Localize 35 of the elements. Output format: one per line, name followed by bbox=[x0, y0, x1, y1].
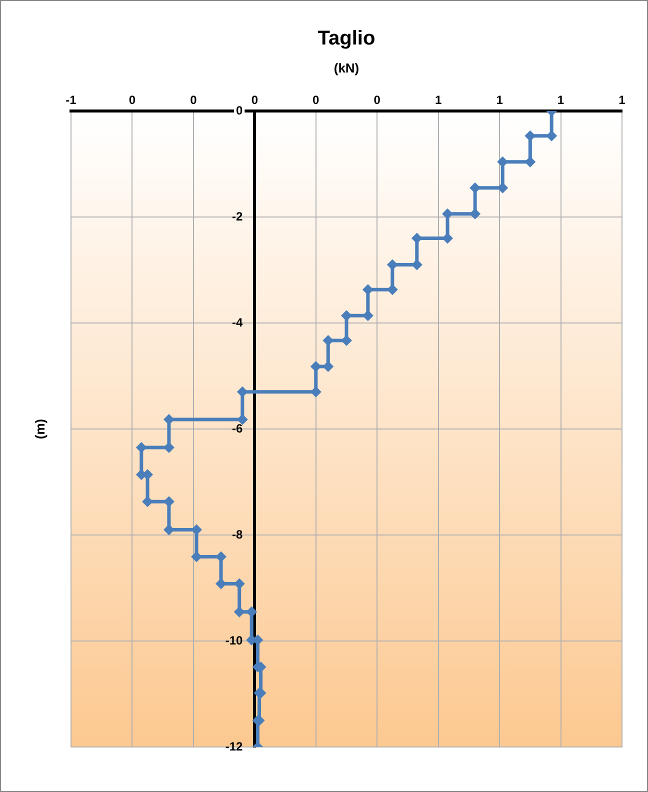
point bbox=[163, 524, 174, 536]
y-axis-title: (m) bbox=[32, 418, 48, 440]
point bbox=[497, 182, 508, 194]
x-tick-label: 0 bbox=[251, 93, 258, 108]
point bbox=[246, 606, 258, 618]
point bbox=[546, 130, 558, 142]
x-tick-label: 1 bbox=[496, 93, 504, 108]
y-tick-label: 0 bbox=[236, 103, 243, 118]
x-axis-title: (kN) bbox=[334, 60, 360, 76]
point bbox=[163, 414, 174, 425]
point bbox=[310, 360, 322, 372]
x-tick-label: -1 bbox=[66, 93, 77, 108]
point bbox=[386, 259, 398, 270]
x-tick-label: 0 bbox=[128, 93, 136, 108]
x-tick-label: 0 bbox=[190, 93, 198, 108]
x-tick-label: 0 bbox=[312, 93, 320, 108]
point bbox=[310, 386, 322, 398]
y-tick-label: -2 bbox=[232, 209, 243, 224]
point bbox=[442, 232, 454, 244]
point bbox=[236, 386, 248, 398]
point bbox=[497, 156, 508, 168]
point bbox=[215, 578, 226, 590]
x-tick-label: 1 bbox=[434, 93, 442, 108]
x-tick-label: 1 bbox=[557, 93, 564, 108]
y-tick-label: -12 bbox=[225, 739, 243, 754]
chart-title: Taglio bbox=[318, 28, 376, 50]
y-tick-label: -4 bbox=[232, 315, 243, 330]
y-tick-label: -10 bbox=[225, 633, 243, 648]
y-tick-label: -6 bbox=[232, 421, 243, 436]
x-tick-label: 1 bbox=[618, 93, 626, 108]
x-tick-label: 0 bbox=[374, 93, 381, 108]
point bbox=[191, 524, 202, 536]
point bbox=[411, 232, 422, 244]
point bbox=[524, 130, 536, 142]
y-tick-label: -8 bbox=[232, 527, 243, 542]
